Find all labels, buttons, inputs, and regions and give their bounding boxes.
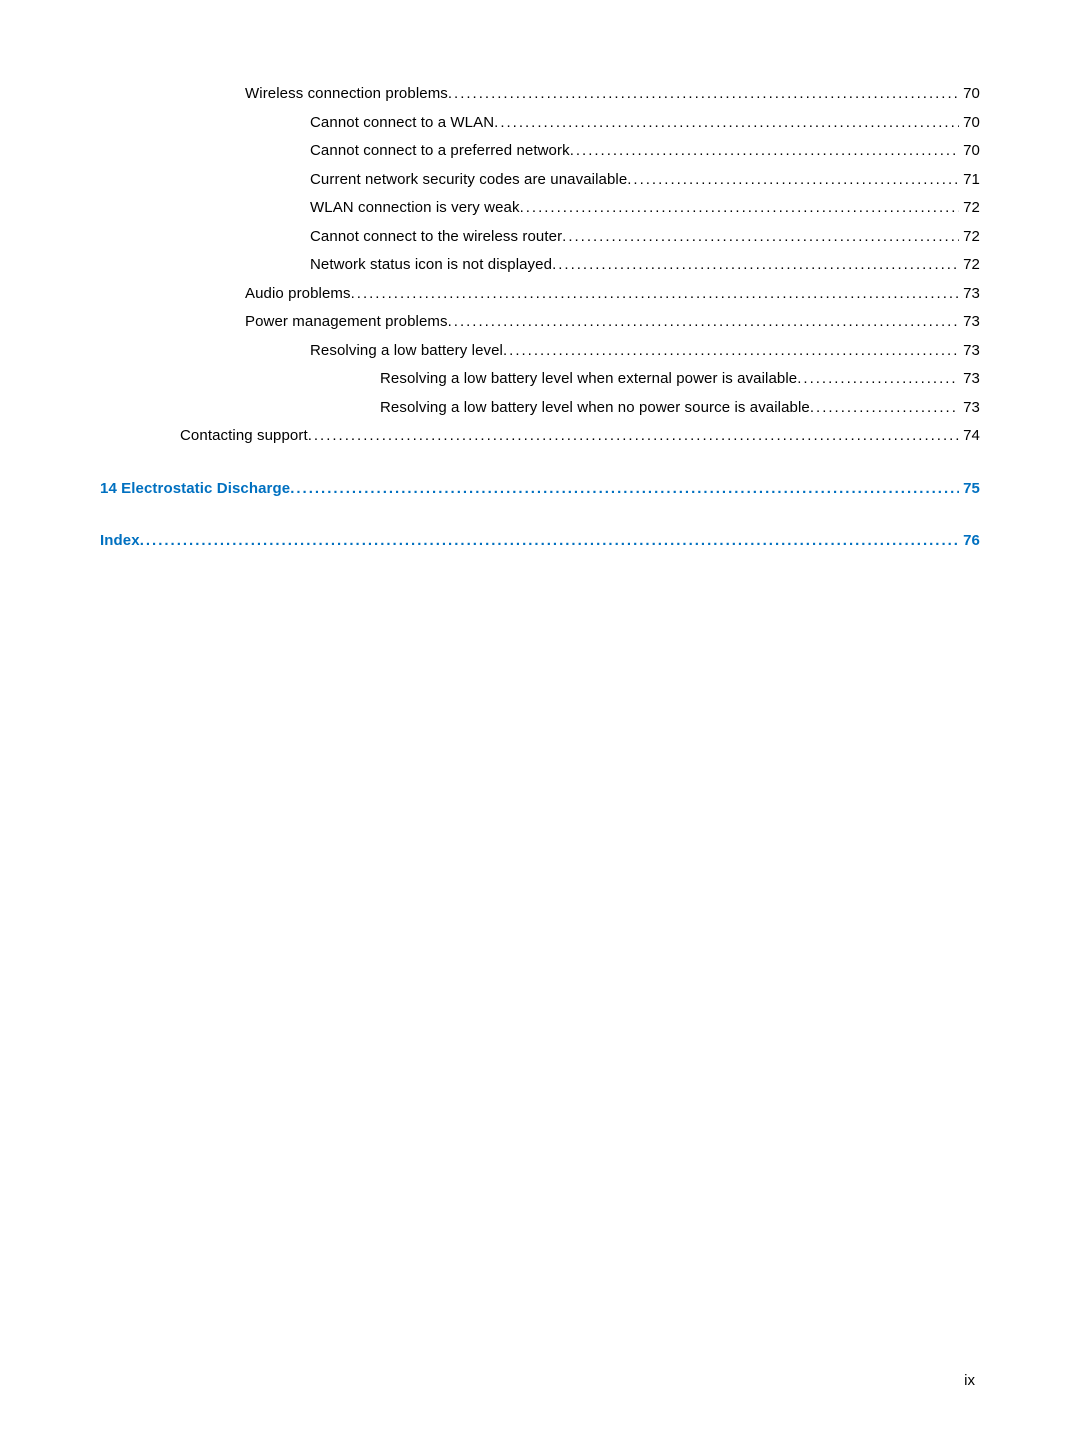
toc-entry-page: 72 (959, 223, 980, 252)
toc-leader-dots (290, 475, 959, 504)
toc-leader-dots (520, 194, 960, 223)
toc-entry-text: Cannot connect to a WLAN (310, 109, 494, 138)
toc-entry: Resolving a low battery level when no po… (100, 394, 980, 423)
toc-entry: Cannot connect to the wireless router 72 (100, 223, 980, 252)
toc-entry-page: 73 (959, 365, 980, 394)
toc-leader-dots (503, 337, 959, 366)
toc-entry[interactable]: Index 76 (100, 527, 980, 556)
toc-entry-text: Resolving a low battery level (310, 337, 503, 366)
toc-entry[interactable]: 14 Electrostatic Discharge 75 (100, 475, 980, 504)
toc-entry-page: 70 (959, 109, 980, 138)
toc-leader-dots (810, 394, 959, 423)
toc-entry-page: 72 (959, 251, 980, 280)
toc-entry: Contacting support 74 (100, 422, 980, 451)
toc-entry: Resolving a low battery level 73 (100, 337, 980, 366)
toc-entry: Power management problems 73 (100, 308, 980, 337)
toc-leader-dots (570, 137, 959, 166)
toc-leader-dots (797, 365, 959, 394)
toc-entry-page: 73 (959, 394, 980, 423)
toc-entry-text: Cannot connect to the wireless router (310, 223, 562, 252)
toc-entry-text[interactable]: 14 Electrostatic Discharge (100, 475, 290, 504)
toc-entry: Cannot connect to a preferred network 70 (100, 137, 980, 166)
toc-entry-page[interactable]: 76 (959, 527, 980, 556)
toc-leader-dots (140, 527, 959, 556)
toc-entry-page: 72 (959, 194, 980, 223)
toc-entry-page: 71 (959, 166, 980, 195)
toc-leader-dots (562, 223, 959, 252)
toc-entry-text: Network status icon is not displayed (310, 251, 552, 280)
toc-entry-text: Resolving a low battery level when no po… (380, 394, 810, 423)
toc-entry-page: 73 (959, 280, 980, 309)
toc-entry-page[interactable]: 75 (959, 475, 980, 504)
toc-entry: Resolving a low battery level when exter… (100, 365, 980, 394)
toc-entry-text: Wireless connection problems (245, 80, 448, 109)
toc-entry: WLAN connection is very weak 72 (100, 194, 980, 223)
toc-entry-text: WLAN connection is very weak (310, 194, 520, 223)
toc-leader-dots (448, 308, 960, 337)
toc-entry: Network status icon is not displayed 72 (100, 251, 980, 280)
toc-entry: Cannot connect to a WLAN 70 (100, 109, 980, 138)
toc-entry-page: 70 (959, 80, 980, 109)
toc-leader-dots (351, 280, 959, 309)
toc-entry: Current network security codes are unava… (100, 166, 980, 195)
toc-leader-dots (448, 80, 959, 109)
toc-leader-dots (308, 422, 959, 451)
page-number: ix (964, 1372, 975, 1389)
toc-entry: Wireless connection problems 70 (100, 80, 980, 109)
toc-entry-page: 73 (959, 337, 980, 366)
toc-leader-dots (494, 109, 959, 138)
toc-entry: Audio problems 73 (100, 280, 980, 309)
toc-entry-text: Current network security codes are unava… (310, 166, 627, 195)
toc-entry-text: Audio problems (245, 280, 351, 309)
toc-entry-page: 70 (959, 137, 980, 166)
toc-entry-text: Resolving a low battery level when exter… (380, 365, 797, 394)
toc-leader-dots (627, 166, 959, 195)
toc-leader-dots (552, 251, 959, 280)
toc-entry-text[interactable]: Index (100, 527, 140, 556)
toc-entry-text: Cannot connect to a preferred network (310, 137, 570, 166)
table-of-contents: Wireless connection problems 70Cannot co… (100, 80, 980, 556)
toc-entry-page: 74 (959, 422, 980, 451)
document-page: Wireless connection problems 70Cannot co… (0, 0, 1080, 1437)
toc-entry-text: Contacting support (180, 422, 308, 451)
toc-entry-page: 73 (959, 308, 980, 337)
toc-entry-text: Power management problems (245, 308, 448, 337)
